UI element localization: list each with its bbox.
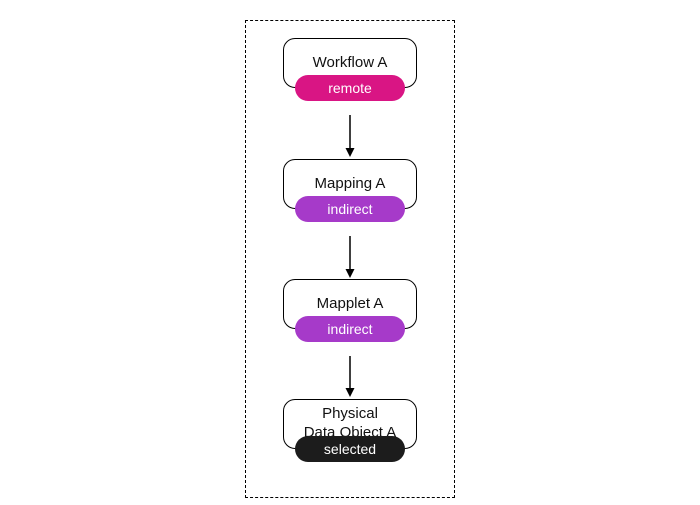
node-label: Workflow A — [313, 54, 388, 73]
badge-label: remote — [328, 80, 372, 96]
node-badge: selected — [295, 436, 405, 462]
node-mapplet-a: Mapplet A indirect — [283, 279, 417, 342]
badge-label: indirect — [327, 201, 372, 217]
node-label: Mapplet A — [317, 295, 384, 314]
badge-label: selected — [324, 441, 376, 457]
node-badge: indirect — [295, 196, 405, 222]
node-workflow-a: Workflow A remote — [283, 38, 417, 101]
node-physical-data-object-a: PhysicalData Object A selected — [283, 399, 417, 462]
node-mapping-a: Mapping A indirect — [283, 159, 417, 222]
node-label: Mapping A — [315, 175, 386, 194]
diagram-canvas: Workflow A remote Mapping A indirect Map… — [0, 0, 700, 505]
node-badge: indirect — [295, 316, 405, 342]
badge-label: indirect — [327, 321, 372, 337]
node-badge: remote — [295, 75, 405, 101]
